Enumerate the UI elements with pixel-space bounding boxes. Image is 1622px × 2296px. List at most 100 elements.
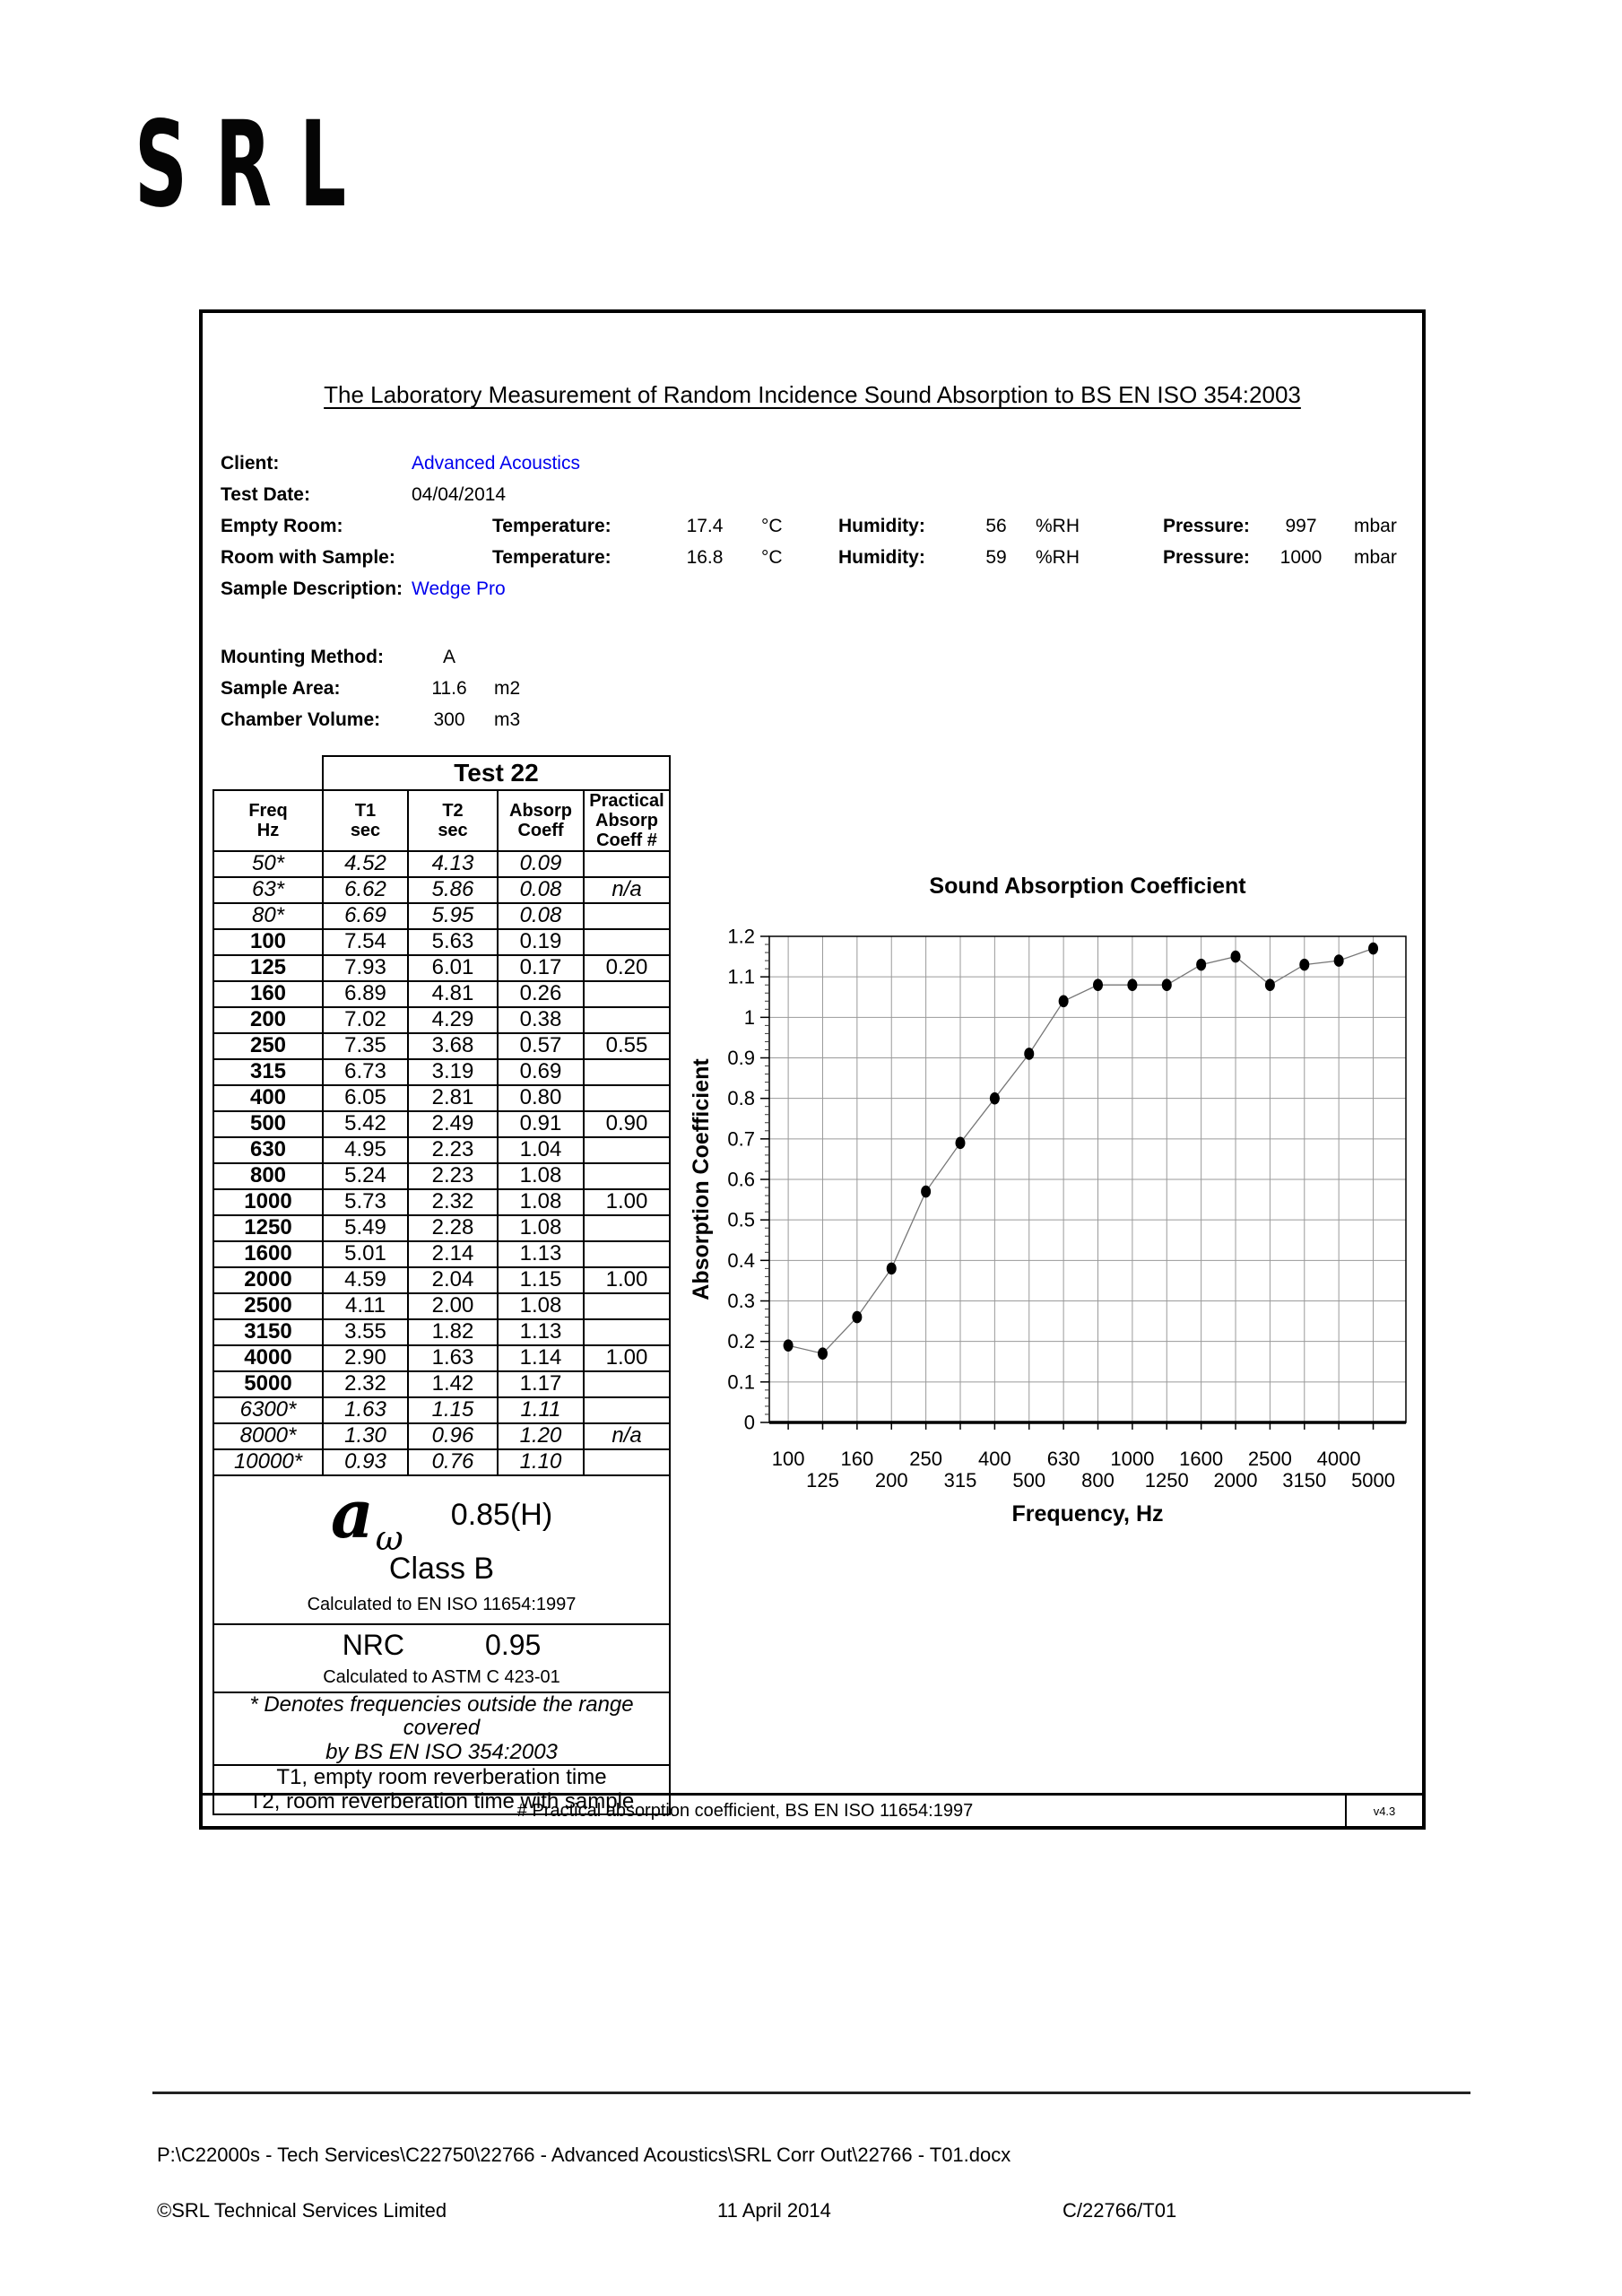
- test-label-cell: Test 22: [322, 755, 671, 791]
- t1-cell: 4.11: [322, 1292, 409, 1320]
- freq-cell: 800: [213, 1162, 324, 1190]
- freq-cell: 250: [213, 1032, 324, 1060]
- t2-cell: 1.15: [407, 1396, 499, 1424]
- t2-cell: 5.86: [407, 876, 499, 904]
- freq-header-cell: Freq Hz: [213, 789, 324, 852]
- coeff-cell: 0.17: [497, 954, 585, 982]
- t1-cell: 2.90: [322, 1344, 409, 1372]
- table-row: 10000* 0.93 0.76 1.10: [213, 1448, 671, 1476]
- table-row: 800 5.24 2.23 1.08: [213, 1162, 671, 1190]
- y-tick-label: 0.5: [727, 1209, 755, 1231]
- chamber-volume-label: Chamber Volume:: [221, 709, 381, 730]
- room-sample-temperature-label: Temperature:: [492, 547, 612, 568]
- sample-area-value: 11.6: [431, 678, 467, 699]
- freq-cell: 2000: [213, 1266, 324, 1294]
- t1-header-line2: sec: [350, 821, 381, 840]
- t2-cell: 3.19: [407, 1058, 499, 1086]
- data-point: [1299, 958, 1310, 971]
- practical-cell: n/a: [583, 876, 671, 904]
- x-tick-label: 2000: [1214, 1469, 1258, 1492]
- y-tick-label: 0.2: [727, 1330, 755, 1352]
- practical-cell: 0.55: [583, 1032, 671, 1060]
- t1-cell: 1.30: [322, 1422, 409, 1450]
- freq-cell: 6300*: [213, 1396, 324, 1424]
- practical-cell: [583, 1370, 671, 1398]
- nrc-row: NRC 0.95 Calculated to ASTM C 423-01: [213, 1623, 671, 1693]
- coeff-cell: 1.08: [497, 1162, 585, 1190]
- empty-room-temperature-label: Temperature:: [492, 516, 612, 536]
- data-point: [817, 1347, 828, 1361]
- column-header-row: Freq Hz T1 sec T2 sec Absorp Coeff: [213, 789, 671, 852]
- absorption-chart-container: 0 0.1 0.2 0.3 0.4 0.5 0.6 0.7 0.8 0.9 1 1.1 1.2 100 12…: [676, 856, 1438, 1555]
- room-sample-pressure-value: 1000: [1279, 547, 1323, 568]
- t2-cell: 2.81: [407, 1084, 499, 1112]
- data-point: [955, 1136, 966, 1150]
- empty-room-pressure-unit: mbar: [1354, 516, 1397, 536]
- t1-cell: 7.35: [322, 1032, 409, 1060]
- alpha-w-value: 0.85(H): [450, 1497, 553, 1532]
- t2-cell: 4.81: [407, 980, 499, 1008]
- practical-cell: [583, 1058, 671, 1086]
- coeff-cell: 1.04: [497, 1136, 585, 1164]
- absorption-table-body: 50* 4.52 4.13 0.09 63* 6.62 5.86 0.08 n/a 80* 6.69…: [213, 850, 671, 1476]
- t1-cell: 6.62: [322, 876, 409, 904]
- t1-cell: 5.01: [322, 1240, 409, 1268]
- x-tick-label: 315: [944, 1469, 977, 1492]
- coeff-header-line2: Coeff: [517, 821, 564, 840]
- empty-room-humidity-value: 56: [985, 516, 1007, 536]
- star-footnote-line1: * Denotes frequencies outside the range …: [249, 1692, 634, 1741]
- sample-description-label: Sample Description:: [221, 578, 403, 599]
- data-point: [1368, 942, 1379, 955]
- alpha-w-line: aω 0.85(H): [214, 1482, 669, 1557]
- mounting-method-label: Mounting Method:: [221, 647, 384, 667]
- coeff-cell: 1.17: [497, 1370, 585, 1398]
- blank-corner-cell: [213, 756, 323, 790]
- freq-cell: 1600: [213, 1240, 324, 1268]
- data-point: [1093, 978, 1104, 991]
- coeff-cell: 0.08: [497, 876, 585, 904]
- freq-cell: 160: [213, 980, 324, 1008]
- footer-reference: C/22766/T01: [1063, 2199, 1177, 2222]
- freq-cell: 4000: [213, 1344, 324, 1372]
- t2-cell: 4.13: [407, 850, 499, 878]
- coeff-cell: 0.26: [497, 980, 585, 1008]
- t1t2-footnote-row: T1, empty room reverberation time T2, ro…: [213, 1764, 671, 1815]
- practical-cell: [583, 902, 671, 930]
- coeff-cell: 1.08: [497, 1292, 585, 1320]
- t2-cell: 1.82: [407, 1318, 499, 1346]
- table-row: 6300* 1.63 1.15 1.11: [213, 1396, 671, 1424]
- room-sample-humidity-label: Humidity:: [838, 547, 925, 568]
- freq-cell: 1250: [213, 1214, 324, 1242]
- t2-cell: 0.96: [407, 1422, 499, 1450]
- client-label: Client:: [221, 453, 280, 474]
- coeff-cell: 1.14: [497, 1344, 585, 1372]
- freq-cell: 80*: [213, 902, 324, 930]
- data-point: [921, 1185, 932, 1198]
- practical-header-line2: Absorp: [595, 811, 658, 831]
- table-row: 80* 6.69 5.95 0.08: [213, 902, 671, 930]
- sample-area-label: Sample Area:: [221, 678, 341, 699]
- t1-cell: 1.63: [322, 1396, 409, 1424]
- sample-area-unit: m2: [494, 678, 521, 699]
- footer-copyright: ©SRL Technical Services Limited: [157, 2199, 447, 2222]
- alpha-w-cell: aω 0.85(H) Class B Calculated to EN ISO …: [213, 1474, 671, 1625]
- chart-gridlines: [769, 936, 1406, 1422]
- x-tick-label: 5000: [1351, 1469, 1395, 1492]
- t2-cell: 2.14: [407, 1240, 499, 1268]
- room-sample-temperature-value: 16.8: [686, 547, 724, 568]
- practical-cell: [583, 1448, 671, 1476]
- table-row: 63* 6.62 5.86 0.08 n/a: [213, 876, 671, 904]
- practical-cell: [583, 1006, 671, 1034]
- practical-cell: 1.00: [583, 1344, 671, 1372]
- t2-header-line1: T2: [442, 801, 464, 821]
- freq-cell: 3150: [213, 1318, 324, 1346]
- table-row: 50* 4.52 4.13 0.09: [213, 850, 671, 878]
- footer-divider: [152, 2092, 1470, 2094]
- t1t2-footnote-cell: T1, empty room reverberation time T2, ro…: [213, 1764, 671, 1815]
- empty-room-pressure-value: 997: [1285, 516, 1317, 536]
- y-axis-title: Absorption Coefficient: [689, 1058, 714, 1300]
- x-tick-label: 630: [1047, 1448, 1080, 1470]
- y-tick-label: 1: [744, 1006, 755, 1029]
- practical-cell: [583, 1084, 671, 1112]
- chart-title: Sound Absorption Coefficient: [929, 874, 1246, 899]
